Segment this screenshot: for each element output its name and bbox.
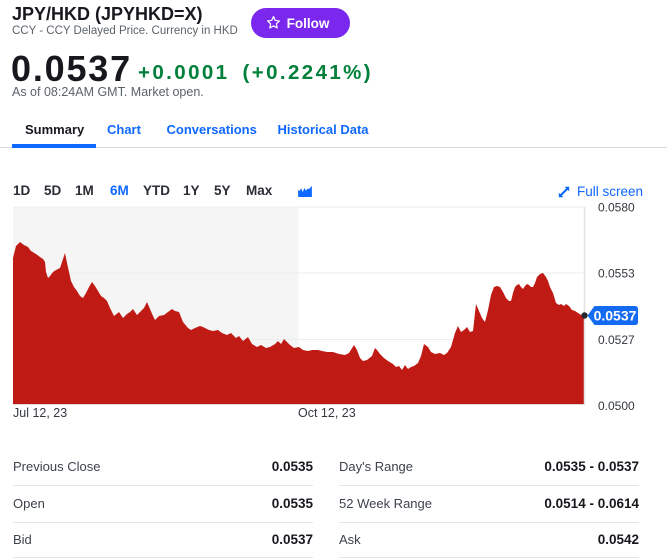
svg-text:0.0553: 0.0553: [598, 267, 635, 281]
svg-text:Oct 12, 23: Oct 12, 23: [298, 406, 356, 420]
svg-text:0.0500: 0.0500: [598, 399, 635, 413]
svg-text:Jul 12, 23: Jul 12, 23: [13, 406, 67, 420]
svg-text:0.0580: 0.0580: [598, 201, 635, 215]
svg-text:0.0527: 0.0527: [598, 333, 635, 347]
svg-text:0.0537: 0.0537: [594, 308, 637, 324]
